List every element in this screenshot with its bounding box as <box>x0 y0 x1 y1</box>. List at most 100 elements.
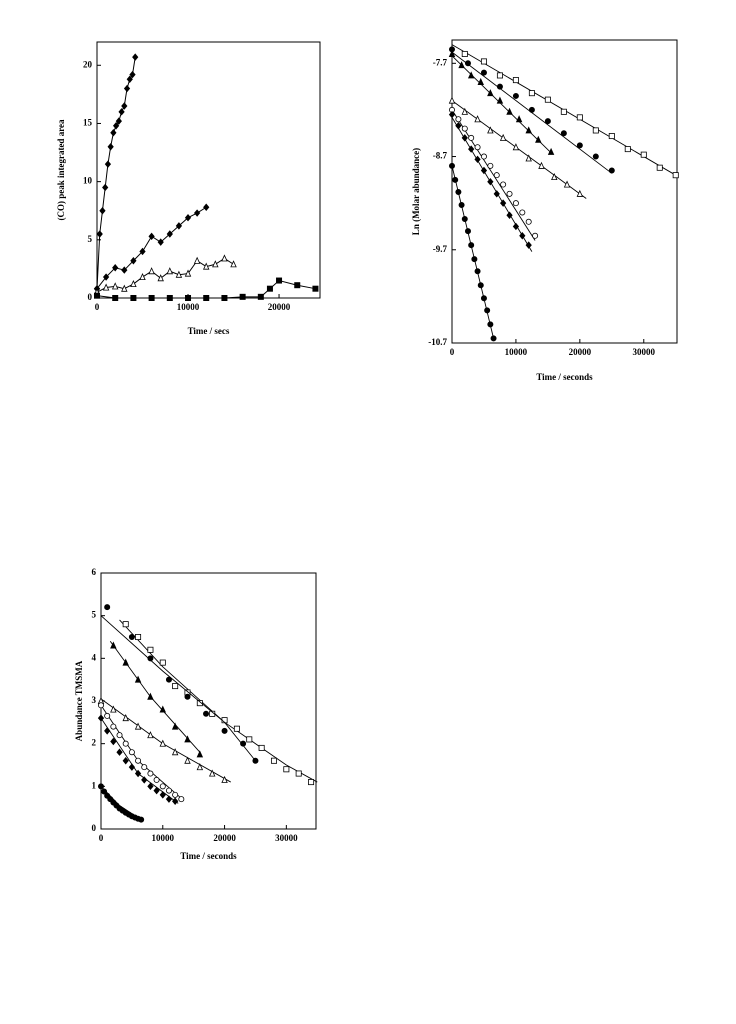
data-point <box>122 740 129 747</box>
data-point <box>139 272 146 281</box>
data-point <box>116 732 123 739</box>
data-point <box>480 153 487 160</box>
y-tick-label: 1 <box>92 780 97 790</box>
data-point <box>104 160 112 168</box>
data-point <box>134 722 142 730</box>
data-point <box>624 146 631 153</box>
data-point <box>99 207 106 215</box>
data-point <box>474 155 481 164</box>
data-point <box>139 247 146 256</box>
data-point <box>512 200 519 207</box>
data-point <box>461 216 468 223</box>
data-point <box>171 722 179 730</box>
data-point <box>184 735 191 743</box>
data-point <box>294 282 301 289</box>
data-point <box>474 144 481 151</box>
data-point <box>171 748 179 756</box>
data-point <box>455 122 462 130</box>
x-tick-label: 10000 <box>505 347 528 357</box>
data-point <box>159 791 166 799</box>
data-point <box>480 295 487 302</box>
data-point <box>141 776 148 784</box>
data-point <box>203 203 210 211</box>
data-point <box>102 183 109 192</box>
data-point <box>496 96 504 104</box>
data-point <box>104 712 111 719</box>
x-tick-label: 10000 <box>177 302 200 312</box>
data-point <box>130 294 137 301</box>
data-point <box>132 53 139 61</box>
y-axis-label: (CO) peak integrated area <box>56 119 66 221</box>
data-point <box>283 766 290 773</box>
data-point <box>525 241 532 249</box>
data-point <box>196 750 204 758</box>
y-tick-label: 15 <box>83 118 93 128</box>
data-point <box>500 199 507 207</box>
data-point <box>96 230 103 238</box>
x-tick-label: 20000 <box>569 347 592 357</box>
data-point <box>464 228 471 235</box>
data-point <box>130 257 137 265</box>
data-point <box>519 232 526 240</box>
data-point <box>560 108 567 115</box>
data-point <box>230 260 237 268</box>
plot-frame <box>451 39 678 344</box>
data-point <box>592 127 599 134</box>
data-point <box>608 133 615 140</box>
data-point <box>576 142 583 149</box>
data-point <box>123 84 131 93</box>
data-point <box>194 209 201 217</box>
data-point <box>98 702 105 709</box>
y-tick-label: -9.7 <box>433 244 448 254</box>
data-point <box>129 70 136 79</box>
data-point <box>487 321 494 328</box>
x-axis-label: Time / secs <box>188 326 230 336</box>
data-point <box>147 731 154 739</box>
plot-frame <box>100 572 317 830</box>
data-point <box>115 117 122 125</box>
x-axis-label: Time / seconds <box>536 372 593 382</box>
data-point <box>525 154 532 162</box>
data-point <box>487 162 494 169</box>
data-point <box>490 335 497 342</box>
x-tick-label: 30000 <box>633 347 656 357</box>
data-point <box>458 202 465 209</box>
data-point <box>500 181 507 188</box>
data-point <box>464 60 471 67</box>
data-point <box>101 788 108 795</box>
data-point <box>461 50 468 57</box>
data-point <box>487 89 494 97</box>
data-point <box>484 307 491 314</box>
data-point <box>515 115 523 123</box>
data-point <box>134 675 142 683</box>
data-point <box>165 795 173 803</box>
y-tick-label: 2 <box>92 738 97 748</box>
data-point <box>233 725 240 732</box>
series-line <box>96 57 136 289</box>
data-point <box>455 188 462 195</box>
data-point <box>535 135 542 143</box>
y-tick-label: 20 <box>83 59 93 69</box>
data-point <box>153 776 160 783</box>
data-point <box>474 268 481 275</box>
y-tick-label: 0 <box>92 823 97 833</box>
data-point <box>203 262 210 270</box>
data-point <box>480 166 488 175</box>
data-point <box>525 126 532 134</box>
data-point <box>98 783 105 790</box>
data-point <box>493 172 500 179</box>
data-point <box>477 77 484 85</box>
data-point <box>110 737 117 746</box>
data-point <box>461 125 468 132</box>
data-point <box>221 294 228 301</box>
x-tick-label: 20000 <box>268 302 291 312</box>
data-point <box>94 292 101 299</box>
data-point <box>122 757 129 765</box>
data-point <box>240 740 247 747</box>
data-point <box>159 783 166 790</box>
data-point <box>128 634 135 641</box>
x-tick-label: 0 <box>95 302 100 312</box>
data-point <box>560 130 567 137</box>
y-tick-label: 5 <box>88 234 93 244</box>
data-point <box>270 757 277 764</box>
